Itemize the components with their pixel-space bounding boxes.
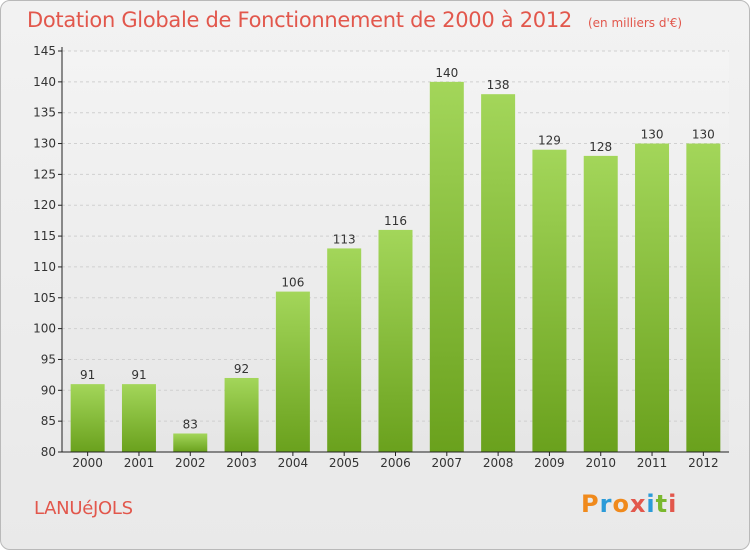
x-tick-label: 2006 xyxy=(380,456,411,470)
x-tick-label: 2007 xyxy=(432,456,463,470)
axes: 80 85 90 95 100 105 110 115 120 125 130 135 140 145 20… xyxy=(33,44,729,470)
bar-value-label: 91 xyxy=(80,368,95,382)
logo-letter: i xyxy=(668,490,678,518)
commune-name: LANUéJOLS xyxy=(34,498,133,519)
bar xyxy=(327,248,362,452)
y-tick-label: 145 xyxy=(33,44,56,58)
x-tick-label: 2008 xyxy=(483,456,514,470)
bar-value-label: 91 xyxy=(131,368,146,382)
bar-value-label: 92 xyxy=(234,362,249,376)
bar-value-label: 130 xyxy=(692,128,715,142)
logo-letter: r xyxy=(599,490,613,518)
bar xyxy=(429,81,464,452)
y-tick-label: 85 xyxy=(41,414,56,428)
y-tick-label: 110 xyxy=(33,260,56,274)
bar-value-label: 83 xyxy=(183,417,198,431)
y-tick-label: 80 xyxy=(41,445,56,459)
x-tick-label: 2003 xyxy=(226,456,257,470)
x-tick-label: 2010 xyxy=(585,456,616,470)
y-tick-label: 95 xyxy=(41,352,56,366)
bar-value-label: 128 xyxy=(589,140,612,154)
bar-value-label: 138 xyxy=(487,78,510,92)
y-tick-label: 125 xyxy=(33,167,56,181)
chart-title-area: Dotation Globale de Fonctionnement de 20… xyxy=(27,8,682,32)
y-tick-label: 100 xyxy=(33,322,56,336)
x-tick-label: 2005 xyxy=(329,456,360,470)
bar xyxy=(583,155,618,452)
logo-letter: P xyxy=(581,490,600,518)
bar xyxy=(532,149,567,452)
x-tick-label: 2012 xyxy=(688,456,719,470)
data-labels: 91 91 83 92 106 113 116 140 138 129 128 130 130 xyxy=(80,66,715,432)
proxiti-logo: Proxiti xyxy=(581,490,677,518)
y-tick-label: 140 xyxy=(33,75,56,89)
logo-letter: i xyxy=(646,490,656,518)
bar xyxy=(481,94,516,452)
bar xyxy=(686,143,721,453)
x-tick-label: 2011 xyxy=(637,456,668,470)
chart-title: Dotation Globale de Fonctionnement de 20… xyxy=(27,8,572,32)
logo-letter: t xyxy=(655,490,669,518)
bar xyxy=(173,433,208,452)
bars xyxy=(70,81,721,453)
bar-value-label: 106 xyxy=(281,276,304,290)
bar xyxy=(70,384,105,452)
bar-value-label: 129 xyxy=(538,134,561,148)
bar xyxy=(121,384,156,452)
y-tick-label: 90 xyxy=(41,383,56,397)
y-tick-label: 115 xyxy=(33,229,56,243)
bar xyxy=(224,377,259,452)
bar xyxy=(635,143,670,453)
y-tick-label: 135 xyxy=(33,106,56,120)
x-tick-label: 2000 xyxy=(72,456,103,470)
x-tick-label: 2009 xyxy=(534,456,565,470)
y-tick-label: 105 xyxy=(33,291,56,305)
x-tick-label: 2001 xyxy=(124,456,155,470)
logo-letter: o xyxy=(612,490,630,518)
y-tick-label: 130 xyxy=(33,137,56,151)
bar-value-label: 140 xyxy=(435,66,458,80)
bar-value-label: 113 xyxy=(333,232,356,246)
bar-value-label: 130 xyxy=(641,128,664,142)
y-tick-label: 120 xyxy=(33,198,56,212)
logo-letter: x xyxy=(629,490,647,518)
unit-label: (en milliers d'€) xyxy=(587,16,683,30)
x-tick-label: 2004 xyxy=(278,456,309,470)
x-tick-label: 2002 xyxy=(175,456,206,470)
bar xyxy=(378,229,413,452)
bar xyxy=(275,291,310,452)
bar-value-label: 116 xyxy=(384,214,407,228)
